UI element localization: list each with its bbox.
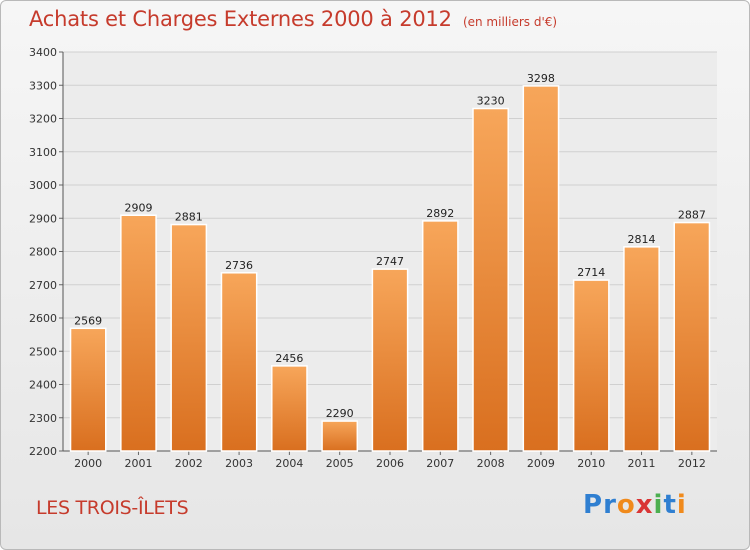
bar-2007 [421,220,459,452]
y-tick-label: 2300 [29,412,57,425]
data-label: 3230 [477,95,505,108]
y-tick-label: 2400 [29,379,57,392]
logo-letter: o [616,490,636,520]
x-tick-label: 2001 [124,457,152,470]
data-label: 2569 [74,314,102,327]
x-tick-label: 2010 [577,457,605,470]
y-tick-label: 2500 [29,345,57,358]
y-tick-label: 3000 [29,179,57,192]
bar-2003 [220,272,258,452]
logo-letter: x [635,490,654,520]
bar-2009 [522,85,560,452]
y-tick-label: 3200 [29,113,57,126]
title-row: Achats et Charges Externes 2000 à 2012 (… [29,7,557,31]
data-label: 2714 [577,266,605,279]
logo-letter: P [583,490,604,520]
chart-subtitle: (en milliers d'€) [462,15,558,29]
y-tick-label: 2800 [29,246,57,259]
logo-letter: i [676,490,687,520]
data-label: 2881 [175,211,203,224]
data-label: 2814 [628,233,656,246]
x-tick-label: 2009 [527,457,555,470]
x-tick-label: 2004 [275,457,303,470]
y-tick-label: 3100 [29,146,57,159]
bar-2011 [623,246,660,452]
x-tick-label: 2003 [225,457,253,470]
logo-letter: t [663,490,677,520]
bar-2006 [371,268,409,452]
y-tick-label: 2200 [29,445,57,458]
chart-title: Achats et Charges Externes 2000 à 2012 [29,7,452,31]
x-tick-label: 2007 [426,457,454,470]
bar-2010 [572,279,610,452]
y-tick-label: 2700 [29,279,57,292]
data-label: 3298 [527,72,555,85]
bar-2012 [673,221,711,452]
data-label: 2892 [426,207,454,220]
bar-2004 [271,365,308,452]
x-tick-label: 2002 [175,457,203,470]
data-label: 2290 [326,407,354,420]
bar-2000 [69,327,107,452]
x-tick-label: 2008 [477,457,505,470]
logo-letter: r [603,490,617,520]
data-label: 2909 [124,201,152,214]
y-tick-label: 3400 [29,46,57,59]
bar-2005 [321,420,359,452]
logo-letter: i [653,490,664,520]
data-label: 2736 [225,259,253,272]
y-tick-label: 2900 [29,212,57,225]
y-tick-label: 3300 [29,79,57,92]
x-tick-label: 2012 [678,457,706,470]
data-label: 2456 [275,352,303,365]
data-label: 2747 [376,255,404,268]
y-tick-label: 2600 [29,312,57,325]
bar-2008 [472,107,509,452]
x-tick-label: 2006 [376,457,404,470]
x-tick-label: 2000 [74,457,102,470]
x-tick-label: 2011 [628,457,656,470]
data-label: 2887 [678,209,706,222]
bar-2002 [170,223,208,452]
commune-name: LES TROIS-ÎLETS [36,497,189,519]
proxiti-logo: Proxiti [583,490,687,520]
bar-2001 [120,214,157,452]
x-tick-label: 2005 [326,457,354,470]
